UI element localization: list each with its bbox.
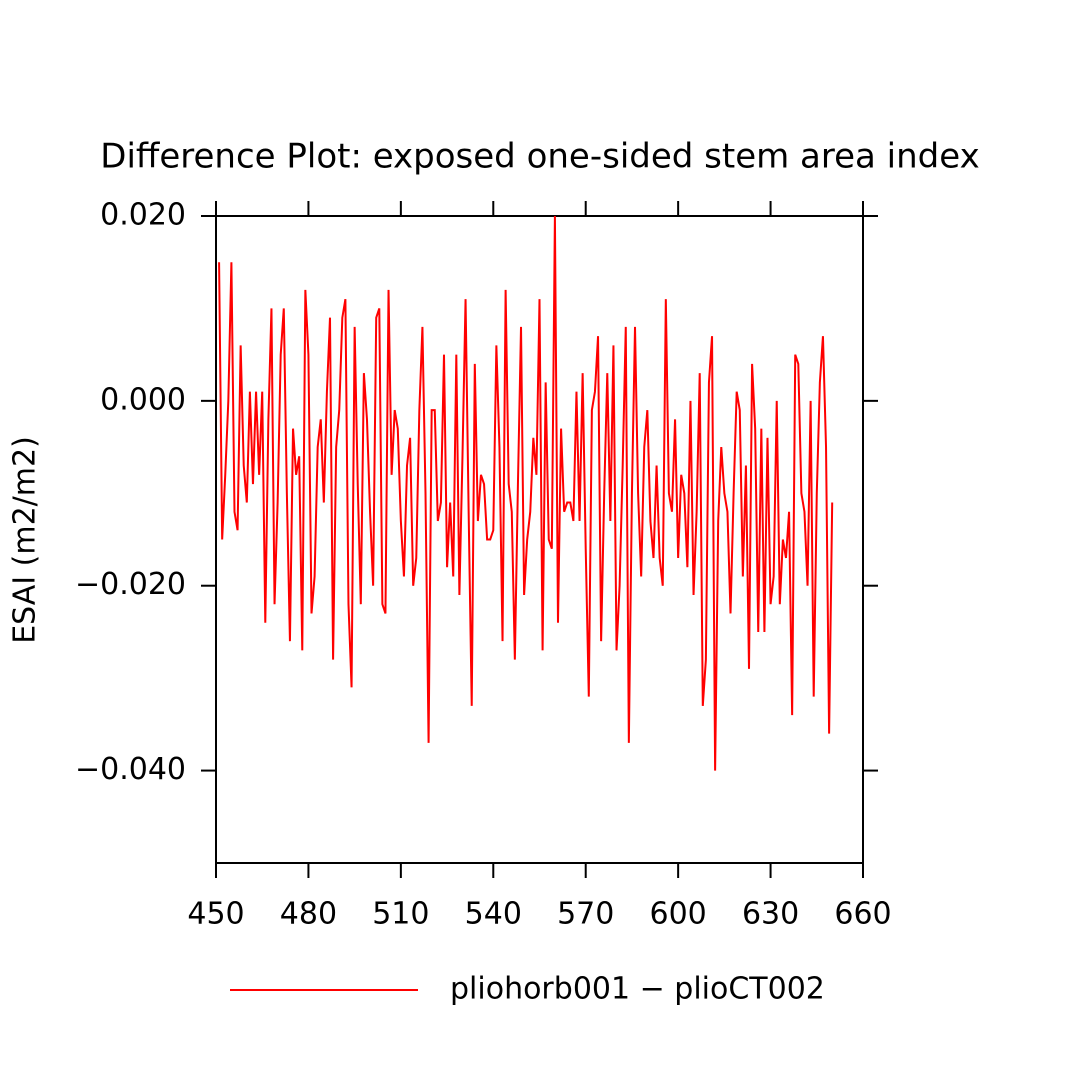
data-line — [218, 215, 834, 771]
chart-title: Difference Plot: exposed one-sided stem … — [100, 137, 979, 177]
x-tick-label: 600 — [650, 897, 707, 932]
x-tick-label: 660 — [834, 897, 891, 932]
y-axis-label: ESAI (m2/m2) — [8, 436, 43, 644]
y-tick-label: 0.000 — [100, 382, 186, 417]
x-tick-label: 570 — [557, 897, 614, 932]
plot-frame — [215, 215, 864, 864]
x-tick-label: 480 — [280, 897, 337, 932]
y-tick-label: −0.040 — [75, 752, 186, 787]
y-tick-label: 0.020 — [100, 198, 186, 233]
x-tick-label: 630 — [742, 897, 799, 932]
x-tick-label: 540 — [465, 897, 522, 932]
y-tick-label: −0.020 — [75, 567, 186, 602]
legend-label: pliohorb001 − plioCT002 — [450, 972, 825, 1007]
x-tick-label: 510 — [372, 897, 429, 932]
x-tick-label: 450 — [187, 897, 244, 932]
